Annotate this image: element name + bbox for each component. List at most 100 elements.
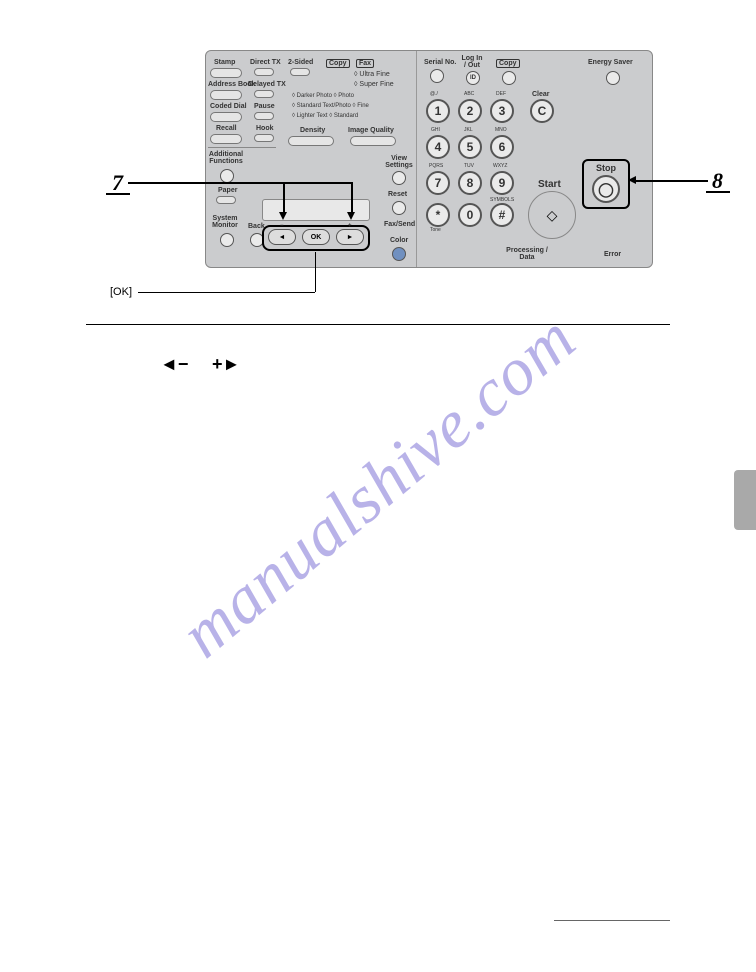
- lbl-start: Start: [538, 179, 561, 190]
- lbl-copy2: Copy: [496, 59, 520, 68]
- btn-iq: [350, 136, 396, 146]
- lbl-plus: +: [348, 223, 352, 229]
- callout-7-arr1: [279, 212, 287, 220]
- callout-7-uline: [106, 193, 130, 195]
- kpl-3: DEF: [496, 91, 506, 97]
- btn-2sided: [290, 68, 310, 76]
- lbl-reset: Reset: [388, 191, 407, 198]
- kpl-2: ABC: [464, 91, 474, 97]
- nav-minus: ◄: [268, 229, 296, 245]
- nav-plus: ►: [336, 229, 364, 245]
- lbl-energy: Energy Saver: [588, 59, 633, 66]
- key-1: 1: [426, 99, 450, 123]
- lbl-codeddial: Coded Dial: [210, 103, 247, 110]
- lbl-superfine: ◊ Super Fine: [354, 81, 394, 88]
- lbl-serial: Serial No.: [424, 59, 456, 66]
- btn-stamp: [210, 68, 242, 78]
- callout-8-uline: [706, 191, 730, 193]
- btn-density: [288, 136, 334, 146]
- kpl-5: JKL: [464, 127, 473, 133]
- footer-rule: [554, 920, 670, 921]
- right-arrow-icon: ►: [347, 234, 354, 241]
- lbl-addfunc: Additional Functions: [208, 151, 244, 165]
- lbl-iq: Image Quality: [348, 127, 394, 134]
- btn-login: ID: [466, 71, 480, 85]
- lbl-ultrafine: ◊ Ultra Fine: [354, 71, 390, 78]
- control-panel-image: Stamp Direct TX 2-Sided Address Book Del…: [205, 50, 653, 268]
- callout-ok-v: [315, 252, 316, 292]
- btn-addressbook: [210, 90, 242, 100]
- btn-directtx: [254, 68, 274, 76]
- lbl-recall: Recall: [216, 125, 237, 132]
- kpl-7: PQRS: [429, 163, 443, 169]
- kpl-8: TUV: [464, 163, 474, 169]
- lbl-paper: Paper: [218, 187, 237, 194]
- lbl-standard: ◊ Standard Text/Photo ◊ Fine: [292, 103, 369, 109]
- arrow-plus-right: +►: [212, 354, 240, 375]
- callout-ok-label: [OK]: [110, 286, 132, 298]
- lbl-view: View Settings: [384, 155, 414, 169]
- lbl-faxsend: Fax/Send: [384, 221, 414, 228]
- btn-pause: [254, 112, 274, 120]
- lbl-hook: Hook: [256, 125, 274, 132]
- key-star: *: [426, 203, 450, 227]
- btn-copy2: [502, 71, 516, 85]
- btn-paper: [216, 196, 236, 204]
- stop-icon: ◯: [598, 181, 614, 198]
- btn-serial: [430, 69, 444, 83]
- divider: [208, 147, 276, 148]
- lbl-darker: ◊ Darker Photo ◊ Photo: [292, 93, 354, 99]
- nav-ok: OK: [302, 229, 330, 245]
- key-4: 4: [426, 135, 450, 159]
- lbl-delayedtx: Delayed TX: [248, 81, 286, 88]
- lbl-density: Density: [300, 127, 325, 134]
- kpl-4: GHI: [431, 127, 440, 133]
- lbl-sysmon: System Monitor: [212, 215, 238, 229]
- lbl-color: Color: [390, 237, 408, 244]
- btn-sysmon: [220, 233, 234, 247]
- key-9: 9: [490, 171, 514, 195]
- key-6: 6: [490, 135, 514, 159]
- btn-addfunc: [220, 169, 234, 183]
- lbl-2sided: 2-Sided: [288, 59, 313, 66]
- lbl-login: Log In / Out: [460, 55, 484, 69]
- arrow-left-minus: ◄−: [160, 354, 188, 375]
- lbl-minus: −: [280, 223, 284, 229]
- btn-view: [392, 171, 406, 185]
- callout-7-hline: [128, 182, 283, 184]
- key-3: 3: [490, 99, 514, 123]
- lbl-copy: Copy: [326, 59, 350, 68]
- kpl-tone: Tone: [430, 227, 441, 233]
- callout-7-v1: [283, 182, 285, 212]
- callout-7-v2: [351, 182, 353, 212]
- callout-8-hline: [636, 180, 708, 182]
- lbl-clear: Clear: [532, 91, 550, 98]
- lbl-processing: Processing / Data: [506, 247, 548, 261]
- key-8: 8: [458, 171, 482, 195]
- lbl-pause: Pause: [254, 103, 275, 110]
- btn-start: ◇: [528, 191, 576, 239]
- panel-divider: [416, 51, 417, 267]
- btn-reset: [392, 201, 406, 215]
- btn-stop: ◯: [592, 175, 620, 203]
- callout-8-arr: [628, 176, 636, 184]
- callout-ok-h: [138, 292, 315, 293]
- btn-clear: C: [530, 99, 554, 123]
- key-7: 7: [426, 171, 450, 195]
- kpl-1: @./: [430, 91, 438, 97]
- lbl-fax: Fax: [356, 59, 374, 68]
- page-side-tab: [734, 470, 756, 530]
- key-5: 5: [458, 135, 482, 159]
- left-arrow-icon: ◄: [279, 234, 286, 241]
- lbl-stop: Stop: [596, 163, 616, 173]
- separator-rule: [86, 324, 670, 325]
- btn-hook: [254, 134, 274, 142]
- btn-color: [392, 247, 406, 261]
- key-hash: #: [490, 203, 514, 227]
- kpl-9: WXYZ: [493, 163, 507, 169]
- callout-7-h2: [283, 182, 351, 184]
- lbl-error: Error: [604, 251, 621, 258]
- key-0: 0: [458, 203, 482, 227]
- callout-7-arr2: [347, 212, 355, 220]
- btn-delayedtx: [254, 90, 274, 98]
